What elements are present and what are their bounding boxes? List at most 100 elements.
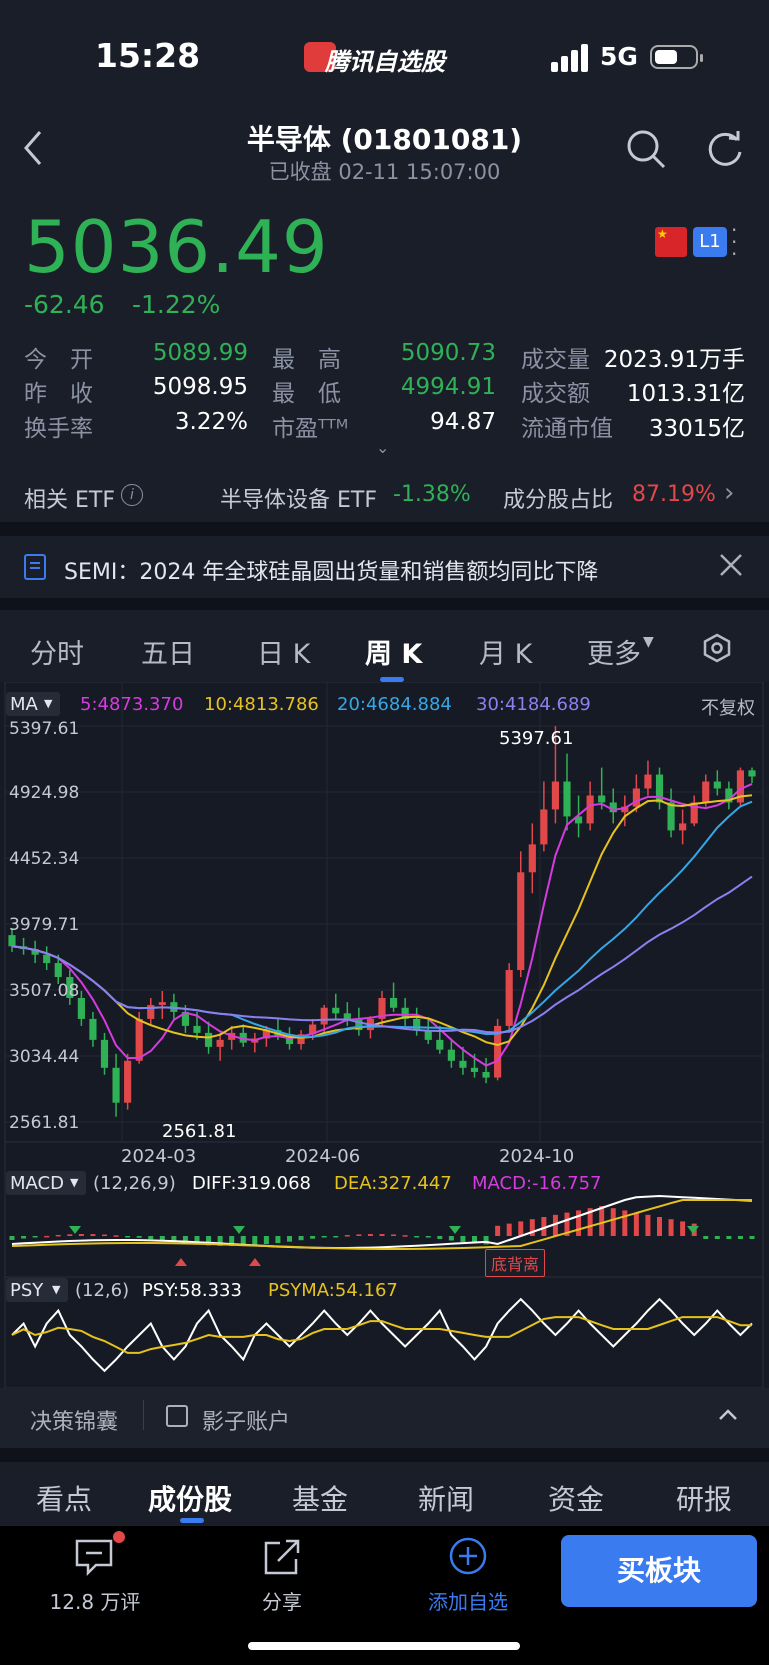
buy-sector-button[interactable]: 买板块 — [561, 1535, 757, 1607]
candle-body — [285, 1035, 294, 1045]
share-icon — [264, 1539, 300, 1575]
macd-bar — [703, 1236, 709, 1239]
quote-header — [0, 112, 769, 522]
plus-circle-icon — [449, 1537, 487, 1575]
candle-body — [413, 1018, 421, 1031]
macd-diff-line — [11, 1194, 753, 1249]
macd-bar — [472, 1236, 477, 1244]
candle-body — [378, 997, 386, 1019]
etf-name[interactable]: 半导体设备 ETF — [220, 488, 377, 513]
add-watchlist-button[interactable] — [448, 1536, 488, 1576]
macd-selector[interactable] — [6, 1171, 86, 1195]
add-watchlist-label[interactable]: 添加自选 — [428, 1590, 508, 1614]
macd-bar — [217, 1236, 223, 1246]
comments-button[interactable] — [74, 1537, 114, 1577]
chart-tab[interactable]: 更多 — [587, 639, 641, 670]
ma-selector-label: MA — [10, 694, 38, 715]
bottom-content-tabs — [0, 1462, 769, 1526]
divergence-badge: 底背离 — [485, 1249, 546, 1277]
news-text[interactable]: SEMI：2024 年全球硅晶圆出货量和销售额均同比下降 — [64, 560, 599, 585]
dropdown-caret-icon[interactable]: ▼ — [643, 634, 654, 650]
bottom-tab[interactable]: 新闻 — [418, 1483, 475, 1516]
chevron-right-icon[interactable]: › — [724, 478, 735, 508]
back-button[interactable] — [22, 128, 44, 168]
decision-kit-button[interactable]: 决策锦囊 — [30, 1410, 119, 1435]
price-change: -62.46 — [24, 290, 105, 319]
macd-dea: DEA:327.447 — [334, 1173, 452, 1194]
macd-bar — [310, 1236, 316, 1239]
candle-body — [100, 1039, 109, 1068]
divider — [0, 1448, 769, 1462]
adjust-toggle[interactable]: 不复权 — [701, 698, 755, 719]
macd-bar — [321, 1236, 327, 1238]
comment-icon — [75, 1539, 113, 1577]
active-tab-indicator — [180, 1518, 204, 1523]
home-indicator[interactable] — [248, 1642, 520, 1650]
chart-tab[interactable]: 周 K — [365, 639, 423, 670]
status-time: 15:28 — [95, 36, 201, 75]
info-icon[interactable]: i — [121, 484, 143, 506]
macd-bar — [21, 1236, 27, 1239]
bottom-tab[interactable]: 看点 — [36, 1483, 93, 1516]
psy-selector[interactable] — [6, 1278, 68, 1302]
macd-bar — [182, 1236, 188, 1244]
collapse-button[interactable] — [718, 1406, 738, 1420]
chart-tab[interactable]: 月 K — [479, 639, 533, 670]
close-icon — [720, 554, 742, 576]
candle-body — [147, 1004, 155, 1019]
more-icon[interactable]: · · · — [731, 218, 738, 266]
macd-bar — [391, 1234, 397, 1236]
expand-chevron-icon[interactable]: ⌄ — [376, 438, 390, 457]
bottom-tab[interactable]: 研报 — [676, 1483, 733, 1516]
kline-chart-area[interactable]: 5397.61 4924.98 4452.34 3979.71 3507.08 3034.… — [0, 681, 769, 1389]
x-axis-label: 2024-03 — [121, 1146, 196, 1167]
bottom-tab[interactable]: 成份股 — [148, 1483, 233, 1516]
share-label[interactable]: 分享 — [262, 1590, 302, 1614]
divider — [0, 598, 769, 610]
divider — [0, 522, 769, 536]
network-label: 5G — [600, 42, 638, 71]
macd-bar — [668, 1219, 674, 1236]
stat-label: 成交量 — [521, 347, 590, 373]
shadow-account-button[interactable]: 影子账户 — [202, 1410, 291, 1435]
macd-bar — [414, 1236, 420, 1238]
candle-body — [598, 795, 606, 803]
psyma-value: PSYMA:54.167 — [268, 1280, 398, 1301]
chart-tabs — [0, 610, 769, 682]
macd-bar — [402, 1235, 408, 1237]
stat-label: 昨 收 — [24, 381, 93, 407]
settings-button[interactable] — [702, 633, 732, 663]
refresh-button[interactable] — [705, 128, 745, 168]
stat-value: 2023.91万手 — [603, 347, 745, 373]
macd-bar — [367, 1234, 373, 1236]
macd-bar — [749, 1236, 755, 1239]
ma-selector[interactable] — [6, 692, 60, 716]
share-button[interactable] — [262, 1537, 302, 1577]
chart-tab[interactable]: 分时 — [30, 639, 84, 670]
etf-label: 相关 ETF — [24, 488, 115, 513]
chart-tab[interactable]: 日 K — [257, 639, 311, 670]
search-button[interactable] — [625, 128, 667, 170]
news-banner[interactable] — [0, 536, 769, 598]
bottom-tab[interactable]: 基金 — [292, 1483, 349, 1516]
stat-value: 5098.95 — [152, 374, 248, 400]
stat-value: 4994.91 — [400, 374, 496, 400]
candle-body — [679, 823, 687, 831]
page-title: 半导体 (01801081) — [246, 123, 523, 156]
decision-bar — [0, 1388, 769, 1448]
divider — [143, 1400, 144, 1430]
macd-bar — [344, 1235, 350, 1237]
macd-bar — [333, 1236, 339, 1238]
candle-body — [621, 806, 629, 813]
macd-value: MACD:-16.757 — [472, 1173, 602, 1194]
comments-count[interactable]: 12.8 万评 — [49, 1590, 141, 1614]
bottom-tab[interactable]: 资金 — [548, 1483, 605, 1516]
chart-tab[interactable]: 五日 — [141, 639, 195, 670]
kline-chart-svg[interactable]: 5397.61 4924.98 4452.34 3979.71 3507.08 3034.… — [0, 681, 769, 1389]
level-badge[interactable]: L1 — [693, 227, 727, 257]
close-button[interactable] — [718, 552, 744, 578]
macd-bar — [206, 1236, 212, 1246]
y-axis-label: 4924.98 — [9, 783, 79, 803]
candle-body — [343, 1013, 351, 1019]
y-axis-label: 3034.44 — [9, 1047, 79, 1067]
